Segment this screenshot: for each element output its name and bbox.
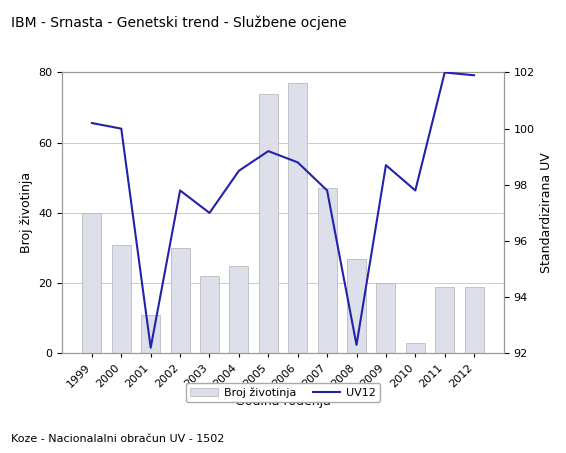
Y-axis label: Broj životinja: Broj životinja bbox=[20, 172, 33, 254]
Bar bbox=[170, 248, 190, 353]
Bar bbox=[259, 93, 278, 353]
Bar bbox=[141, 315, 160, 353]
Bar bbox=[288, 83, 307, 353]
Bar bbox=[406, 343, 425, 353]
Text: Koze - Nacionalalni obračun UV - 1502: Koze - Nacionalalni obračun UV - 1502 bbox=[11, 434, 225, 444]
Bar bbox=[435, 287, 454, 353]
Bar bbox=[318, 188, 337, 353]
Legend: Broj životinja, UV12: Broj životinja, UV12 bbox=[186, 383, 380, 402]
Y-axis label: Standardizirana UV: Standardizirana UV bbox=[540, 153, 553, 273]
Bar bbox=[82, 213, 101, 353]
Bar bbox=[229, 265, 248, 353]
Bar bbox=[465, 287, 484, 353]
Text: IBM - Srnasta - Genetski trend - Službene ocjene: IBM - Srnasta - Genetski trend - Služben… bbox=[11, 16, 347, 30]
Bar bbox=[347, 259, 366, 353]
Bar bbox=[376, 283, 396, 353]
X-axis label: Godina rođenja: Godina rođenja bbox=[235, 395, 331, 408]
Bar bbox=[112, 245, 131, 353]
Bar bbox=[200, 276, 219, 353]
